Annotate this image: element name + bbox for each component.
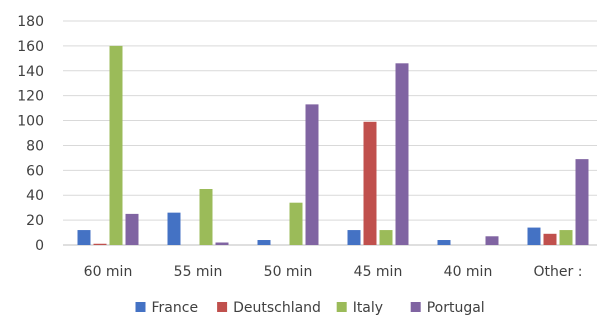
bar-portugal-1 <box>215 242 229 245</box>
x-tick-label: 50 min <box>264 264 313 280</box>
bar-deutschland-0 <box>93 243 107 245</box>
y-tick-label: 60 <box>26 163 44 179</box>
bar-portugal-3 <box>395 63 409 245</box>
bar-france-5 <box>527 227 541 245</box>
x-tick-label: 55 min <box>174 264 223 280</box>
bar-portugal-5 <box>575 159 589 245</box>
bar-portugal-0 <box>125 213 139 245</box>
bar-italy-3 <box>379 230 393 245</box>
x-tick-label: Other : <box>534 264 583 280</box>
y-tick-label: 100 <box>17 114 44 130</box>
bar-deutschland-3 <box>363 121 377 245</box>
legend-label-portugal: Portugal <box>427 300 485 316</box>
legend-swatch-france <box>135 302 146 312</box>
bar-italy-0 <box>109 45 123 246</box>
bar-italy-5 <box>559 230 573 245</box>
y-tick-label: 120 <box>17 89 44 105</box>
legend: France Deutschland Italy Portugal <box>135 300 485 316</box>
legend-swatch-italy <box>336 302 347 312</box>
legend-swatch-deutschland <box>217 302 228 312</box>
x-axis: 60 min 55 min 50 min 45 min 40 min Other : <box>84 264 583 280</box>
bar-france-4 <box>437 240 451 245</box>
y-tick-label: 80 <box>26 138 44 154</box>
y-tick-label: 0 <box>35 238 44 254</box>
bars <box>77 45 589 246</box>
x-tick-label: 45 min <box>354 264 403 280</box>
bar-italy-1 <box>199 189 213 245</box>
y-tick-label: 180 <box>17 14 44 30</box>
bar-portugal-2 <box>305 104 319 245</box>
y-tick-label: 40 <box>26 188 44 204</box>
x-tick-label: 40 min <box>444 264 493 280</box>
bar-deutschland-5 <box>543 233 557 245</box>
legend-label-deutschland: Deutschland <box>233 300 321 316</box>
y-axis: 0 20 40 60 80 100 120 140 160 180 <box>17 14 44 254</box>
y-tick-label: 140 <box>17 64 44 80</box>
gridlines <box>63 20 597 246</box>
bar-france-3 <box>347 230 361 245</box>
bar-france-2 <box>257 240 271 245</box>
x-tick-label: 60 min <box>84 264 133 280</box>
legend-label-france: France <box>152 300 199 316</box>
legend-swatch-portugal <box>410 302 421 312</box>
bar-france-1 <box>167 212 181 245</box>
y-tick-label: 20 <box>26 213 44 229</box>
y-tick-label: 160 <box>17 39 44 55</box>
legend-label-italy: Italy <box>353 300 383 316</box>
bar-portugal-4 <box>485 236 499 245</box>
bar-france-0 <box>77 230 91 245</box>
bar-italy-2 <box>289 202 303 245</box>
